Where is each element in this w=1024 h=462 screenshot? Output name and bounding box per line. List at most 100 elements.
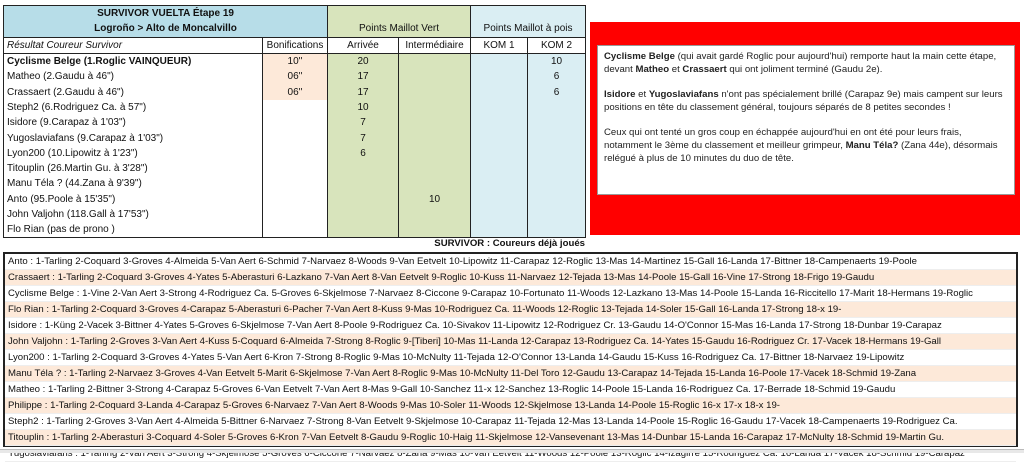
sheet-tabs-bar[interactable] xyxy=(0,449,1024,453)
kom1-cell xyxy=(470,145,529,161)
result-row: Steph2 (6.Rodriguez Ca. à 57") 10 xyxy=(3,99,587,116)
bonif-cell xyxy=(262,99,329,116)
bonif-cell xyxy=(262,176,329,192)
kom2-cell: 6 xyxy=(527,84,587,100)
inter-cell xyxy=(398,222,472,239)
kom2-cell xyxy=(527,130,587,146)
survivor-row: Lyon200 : 1-Tarling 2-Coquard 3-Groves 4… xyxy=(5,350,1016,366)
commentary-segment: Isidore xyxy=(604,89,636,100)
kom1-cell xyxy=(470,84,529,100)
kom2-cell xyxy=(527,145,587,161)
kom1-cell xyxy=(470,99,529,116)
bonif-cell: 06'' xyxy=(262,84,329,100)
commentary-segment: Cyclisme Belge xyxy=(604,51,675,62)
rider-name: Manu Téla ? (44.Zana à 9'39") xyxy=(3,176,263,192)
result-row: Titouplin (26.Martin Gu. à 3'28") xyxy=(3,160,587,177)
result-row: Flo Rian (pas de prono ) xyxy=(3,222,587,239)
arrivee-cell xyxy=(327,222,400,239)
col-inter: Intermédiaire xyxy=(398,37,472,54)
inter-cell xyxy=(398,115,472,131)
rider-name: Crassaert (2.Gaudu à 46") xyxy=(3,84,263,100)
kom2-cell xyxy=(527,176,587,192)
survivor-row: Philippe : 1-Tarling 2-Coquard 3-Landa 4… xyxy=(5,398,1016,414)
rider-name: Isidore (9.Carapaz à 1'03") xyxy=(3,115,263,131)
arrivee-cell: 6 xyxy=(327,145,400,161)
rider-name: John Valjohn (118.Gall à 17'53") xyxy=(3,206,263,223)
arrivee-cell xyxy=(327,191,400,207)
commentary-segment: Manu Téla? xyxy=(845,140,899,151)
commentary-segment: Yugoslaviafans xyxy=(648,89,719,100)
commentary-segment: (Zana 44e), désormais relégué à plus de … xyxy=(604,140,998,164)
rider-name: Anto (95.Poole à 15'35") xyxy=(3,191,263,207)
commentary-segment: qui ont joliment terminé (Gaudu 2e). xyxy=(726,64,883,75)
stage-route: Logroño > Alto de Moncalvillo xyxy=(2,21,329,38)
arrivee-cell: 10 xyxy=(327,99,400,116)
commentary-p1: Cyclisme Belge (qui avait gardé Roglic p… xyxy=(604,50,1008,76)
kom1-cell xyxy=(470,206,529,223)
green-jersey-header: Points Maillot Vert xyxy=(327,21,472,38)
inter-cell xyxy=(398,130,472,146)
result-row: Manu Téla ? (44.Zana à 9'39") xyxy=(3,176,587,192)
result-row: Lyon200 (10.Lipowitz à 1'23") 6 xyxy=(3,145,587,161)
bonif-cell: 10'' xyxy=(262,53,329,70)
inter-cell xyxy=(398,69,472,85)
arrivee-cell xyxy=(327,160,400,177)
col-kom1: KOM 1 xyxy=(470,37,529,54)
arrivee-cell xyxy=(327,176,400,192)
survivor-row: Steph2 : 1-Tarling 2-Groves 3-Van Aert 4… xyxy=(5,414,1016,430)
bonif-cell xyxy=(262,222,329,239)
commentary-segment: (qui avait gardé Roglic pour aujourd'hui… xyxy=(604,51,997,75)
survivor-row: Cyclisme Belge : 1-Vine 2-Van Aert 3-Str… xyxy=(5,286,1016,302)
kom2-cell xyxy=(527,115,587,131)
survivor-row: Manu Téla ? : 1-Tarling 2-Narvaez 3-Grov… xyxy=(5,366,1016,382)
arrivee-cell: 7 xyxy=(327,115,400,131)
survivor-row: Flo Rian : 1-Tarling 2-Coquard 3-Groves … xyxy=(5,302,1016,318)
bonif-cell xyxy=(262,191,329,207)
inter-cell: 10 xyxy=(398,191,472,207)
kom1-cell xyxy=(470,176,529,192)
result-row: John Valjohn (118.Gall à 17'53") xyxy=(3,206,587,223)
col-result: Résultat Coureur Survivor xyxy=(3,37,263,54)
result-row: Yugoslaviafans (9.Carapaz à 1'03") 7 xyxy=(3,130,587,146)
bonif-cell xyxy=(262,145,329,161)
kom1-cell xyxy=(470,222,529,239)
kom2-cell xyxy=(527,222,587,239)
survivor-row: Crassaert : 1-Tarling 2-Coquard 3-Groves… xyxy=(5,270,1016,286)
kom1-cell xyxy=(470,69,529,85)
stage-results-table: SURVIVOR VUELTA Étape 19 Logroño > Alto … xyxy=(2,5,587,239)
rider-name: Yugoslaviafans (9.Carapaz à 1'03") xyxy=(3,130,263,146)
rider-name: Flo Rian (pas de prono ) xyxy=(3,222,263,239)
arrivee-cell: 7 xyxy=(327,130,400,146)
arrivee-cell: 17 xyxy=(327,84,400,100)
rider-name: Steph2 (6.Rodriguez Ca. à 57") xyxy=(3,99,263,116)
result-row: Anto (95.Poole à 15'35") 10 xyxy=(3,191,587,207)
survivor-row: Isidore : 1-Küng 2-Vacek 3-Bittner 4-Yat… xyxy=(5,318,1016,334)
col-arrivee: Arrivée xyxy=(327,37,400,54)
kom2-cell: 10 xyxy=(527,53,587,70)
kom1-cell xyxy=(470,191,529,207)
commentary-segment: et xyxy=(635,89,649,100)
survivor-list: Anto : 1-Tarling 2-Coquard 3-Groves 4-Al… xyxy=(3,252,1018,462)
inter-cell xyxy=(398,176,472,192)
rider-name: Cyclisme Belge (1.Roglic VAINQUEUR) xyxy=(3,53,263,70)
kom-jersey-header: Points Maillot à pois xyxy=(470,21,587,38)
commentary-p3: Ceux qui ont tenté un gros coup en échap… xyxy=(604,126,1008,165)
col-kom2: KOM 2 xyxy=(527,37,587,54)
arrivee-cell: 17 xyxy=(327,69,400,85)
kom2-cell xyxy=(527,206,587,223)
arrivee-cell: 20 xyxy=(327,53,400,70)
survivor-row: Titouplin : 1-Tarling 2-Aberasturi 3-Coq… xyxy=(5,430,1016,446)
survivor-row: Anto : 1-Tarling 2-Coquard 3-Groves 4-Al… xyxy=(5,254,1016,270)
commentary-segment: Ceux qui ont tenté un gros coup en échap… xyxy=(604,127,962,151)
kom1-cell xyxy=(470,115,529,131)
survivor-row: John Valjohn : 1-Tarling 2-Groves 3-Van … xyxy=(5,334,1016,350)
inter-cell xyxy=(398,53,472,70)
stage-title: SURVIVOR VUELTA Étape 19 xyxy=(2,5,329,22)
commentary-frame: Cyclisme Belge (qui avait gardé Roglic p… xyxy=(590,22,1020,235)
commentary-segment: Matheo xyxy=(635,64,670,75)
survivor-row: Matheo : 1-Tarling 2-Bittner 3-Strong 4-… xyxy=(5,382,1016,398)
inter-cell xyxy=(398,99,472,116)
kom2-cell xyxy=(527,99,587,116)
result-row: Isidore (9.Carapaz à 1'03") 7 xyxy=(3,115,587,131)
rider-name: Matheo (2.Gaudu à 46") xyxy=(3,69,263,85)
